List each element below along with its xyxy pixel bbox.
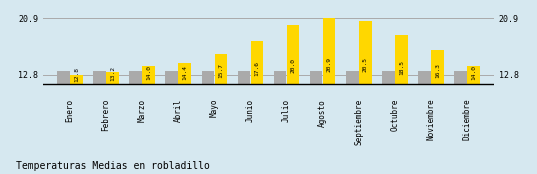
- Text: 16.3: 16.3: [435, 63, 440, 78]
- Bar: [178, 64, 191, 84]
- Text: 20.0: 20.0: [291, 58, 295, 73]
- Bar: [346, 71, 359, 84]
- Text: 20.9: 20.9: [326, 57, 332, 72]
- Bar: [106, 72, 119, 84]
- Bar: [274, 71, 286, 84]
- Bar: [323, 18, 336, 84]
- Text: 20.5: 20.5: [362, 57, 368, 72]
- Bar: [93, 71, 106, 84]
- Bar: [251, 41, 263, 84]
- Text: Temperaturas Medias en robladillo: Temperaturas Medias en robladillo: [16, 161, 210, 171]
- Bar: [70, 74, 83, 84]
- Bar: [238, 71, 250, 84]
- Text: 15.7: 15.7: [219, 63, 223, 78]
- Bar: [287, 25, 299, 84]
- Bar: [215, 54, 227, 84]
- Text: 14.0: 14.0: [146, 65, 151, 80]
- Text: 14.0: 14.0: [471, 65, 476, 80]
- Text: 13.2: 13.2: [110, 66, 115, 81]
- Bar: [201, 71, 214, 84]
- Text: 12.8: 12.8: [74, 67, 79, 82]
- Bar: [165, 71, 178, 84]
- Bar: [129, 71, 142, 84]
- Bar: [467, 66, 480, 84]
- Text: 18.5: 18.5: [399, 60, 404, 75]
- Bar: [57, 71, 70, 84]
- Text: 14.4: 14.4: [182, 65, 187, 80]
- Bar: [142, 66, 155, 84]
- Bar: [395, 35, 408, 84]
- Bar: [431, 50, 444, 84]
- Bar: [359, 21, 372, 84]
- Bar: [454, 71, 467, 84]
- Bar: [418, 71, 431, 84]
- Bar: [382, 71, 395, 84]
- Bar: [310, 71, 322, 84]
- Text: 17.6: 17.6: [255, 61, 259, 76]
